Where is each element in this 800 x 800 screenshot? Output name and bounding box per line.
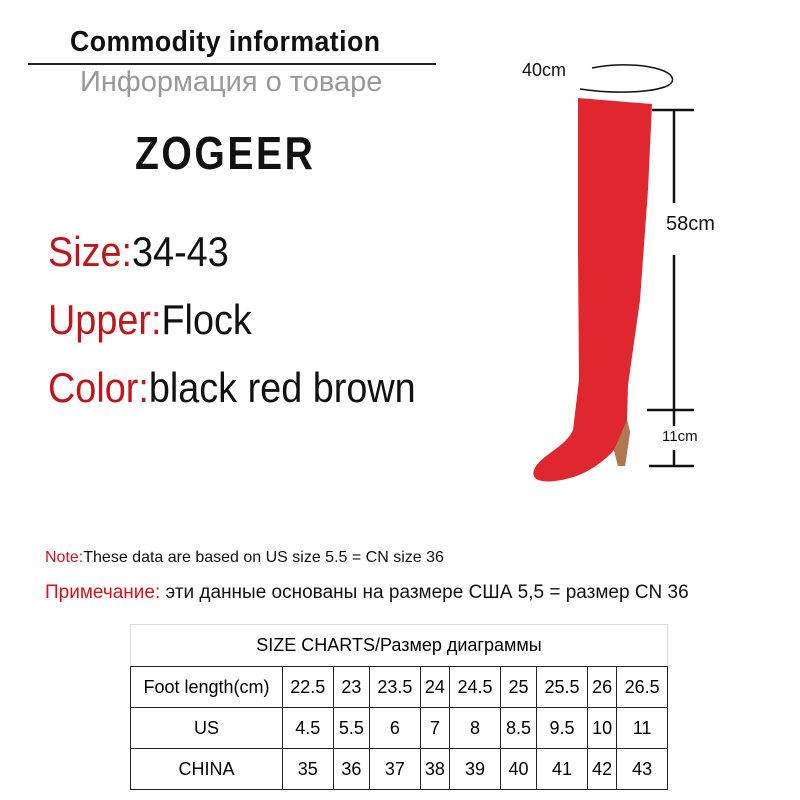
table-cell: 36 <box>332 748 371 790</box>
spec-key: Size: <box>48 228 133 275</box>
table-row: CHINA 35 36 37 38 39 40 41 42 43 <box>130 748 668 790</box>
table-cell: 35 <box>282 748 334 790</box>
table-cell: 38 <box>419 748 451 790</box>
table-cell: 22.5 <box>282 666 334 708</box>
note-english: Note:These data are based on US size 5.5… <box>45 549 444 567</box>
note-russian: Примечание: эти данные основаны на разме… <box>45 582 689 604</box>
boot-image <box>533 98 652 482</box>
row-label: US <box>130 707 283 749</box>
spec-size: Size:34-43 <box>48 228 229 276</box>
spec-key: Color: <box>48 364 149 411</box>
table-cell: 10 <box>586 707 618 749</box>
header-title: Commodity information <box>70 26 381 58</box>
table-cell: 43 <box>616 748 668 790</box>
table-cell: 8.5 <box>499 707 538 749</box>
table-cell: 24 <box>419 666 451 708</box>
table-cell: 40 <box>499 748 538 790</box>
table-cell: 8 <box>449 707 501 749</box>
table-cell: 41 <box>536 748 588 790</box>
table-cell: 11 <box>616 707 668 749</box>
table-cell: 26.5 <box>616 666 668 708</box>
circumference-label: 40cm <box>522 60 567 80</box>
spec-key: Upper: <box>48 296 162 343</box>
table-cell: 5.5 <box>332 707 371 749</box>
spec-value: Flock <box>161 296 252 343</box>
table-cell: 26 <box>586 666 618 708</box>
row-label: CHINA <box>130 748 283 790</box>
heel-height-label: 11cm <box>662 428 698 445</box>
table-cell: 25.5 <box>536 666 588 708</box>
note-key: Примечание: <box>45 582 161 603</box>
heel <box>614 420 630 466</box>
note-key: Note: <box>45 549 84 566</box>
circumference-ellipse <box>579 64 674 93</box>
brand-logo: ZOGEER <box>135 127 316 179</box>
table-cell: 23.5 <box>369 666 421 708</box>
size-chart-title: SIZE CHARTS/Размер диаграммы <box>130 624 668 667</box>
table-cell: 6 <box>369 707 421 749</box>
spec-color: Color:black red brown <box>48 364 416 412</box>
table-cell: 7 <box>419 707 451 749</box>
spec-value: 34-43 <box>132 228 229 275</box>
table-row: Foot length(cm) 22.5 23 23.5 24 24.5 25 25.5 26 2… <box>130 666 668 708</box>
table-row: US 4.5 5.5 6 7 8 8.5 9.5 10 11 <box>130 707 668 749</box>
table-cell: 4.5 <box>282 707 334 749</box>
note-text: эти данные основаны на размере США 5,5 =… <box>160 582 689 603</box>
spec-value: black red brown <box>148 364 416 411</box>
row-label: Foot length(cm) <box>130 666 283 708</box>
size-chart-table: SIZE CHARTS/Размер диаграммы Foot length… <box>130 624 668 790</box>
shaft-height-label: 58cm <box>666 213 715 235</box>
table-cell: 25 <box>499 666 538 708</box>
header-divider <box>28 63 436 65</box>
table-cell: 37 <box>369 748 421 790</box>
table-cell: 24.5 <box>449 666 501 708</box>
note-text: These data are based on US size 5.5 = CN… <box>83 549 444 566</box>
measurement-lines <box>647 108 694 468</box>
spec-upper: Upper:Flock <box>48 296 252 344</box>
table-cell: 42 <box>586 748 618 790</box>
table-cell: 23 <box>332 666 371 708</box>
table-cell: 9.5 <box>536 707 588 749</box>
header-subtitle: Информация о товаре <box>80 66 383 98</box>
table-cell: 39 <box>449 748 501 790</box>
